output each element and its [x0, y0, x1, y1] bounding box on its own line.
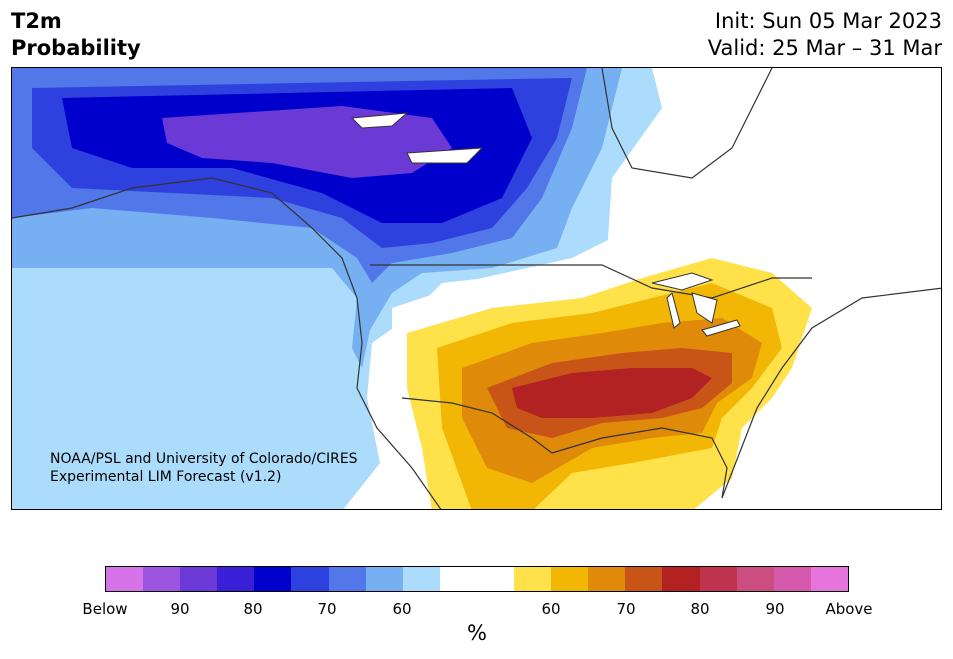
colorbar-segment-0 [106, 567, 144, 591]
east-coast-line [721, 287, 941, 499]
colorbar-segment-2 [180, 567, 218, 591]
colorbar [105, 566, 849, 592]
probability-map: NOAA/PSL and University of Colorado/CIRE… [11, 67, 942, 510]
valid-period: Valid: 25 Mar – 31 Mar [707, 36, 942, 60]
boundaries [12, 68, 941, 509]
colorbar-tick-label: 80 [243, 600, 263, 618]
colorbar-segment-16 [699, 567, 737, 591]
colorbar-tick-label: 60 [392, 600, 412, 618]
great-slave-lake [406, 147, 484, 164]
colorbar-segment-15 [662, 567, 700, 591]
colorbar-tick-label: 70 [616, 600, 636, 618]
colorbar-segment-3 [217, 567, 255, 591]
variable-title: T2m [11, 9, 62, 33]
colorbar-segment-1 [143, 567, 181, 591]
colorbar-tick-label: Above [825, 600, 873, 618]
credit-text: NOAA/PSL and University of Colorado/CIRE… [50, 450, 358, 486]
great-bear-lake [350, 112, 409, 129]
lake-superior [651, 272, 714, 291]
title-block-right: Init: Sun 05 Mar 2023 Valid: 25 Mar – 31… [708, 8, 942, 62]
west-coast-line [12, 177, 442, 509]
colorbar-tick-label: 70 [317, 600, 337, 618]
colorbar-tick-label: 80 [690, 600, 710, 618]
lake-michigan [666, 292, 681, 329]
gulf-coast-line [551, 427, 728, 499]
credit-line-1: NOAA/PSL and University of Colorado/CIRE… [50, 451, 358, 467]
colorbar-segment-17 [736, 567, 774, 591]
colorbar-segment-13 [588, 567, 626, 591]
below-normal-shading [12, 68, 662, 509]
colorbar-tick-label: 60 [541, 600, 561, 618]
product-title: Probability [11, 36, 141, 60]
great-lakes [350, 112, 741, 337]
colorbar-segment-4 [254, 567, 292, 591]
colorbar-segment-14 [625, 567, 663, 591]
colorbar-segment-12 [551, 567, 589, 591]
colorbar-tick-label: 90 [765, 600, 785, 618]
colorbar-tick-label: Below [82, 600, 128, 618]
hudson-bay-line [601, 68, 773, 179]
colorbar-segment-10 [476, 567, 515, 591]
colorbar-segment-6 [328, 567, 366, 591]
colorbar-unit: % [467, 621, 487, 645]
lake-huron [691, 292, 718, 324]
credit-line-2: Experimental LIM Forecast (v1.2) [50, 469, 282, 485]
us-canada-border [370, 264, 812, 299]
colorbar-segment-18 [773, 567, 811, 591]
colorbar-segment-9 [439, 567, 477, 591]
colorbar-tick-label: 90 [170, 600, 190, 618]
map-svg [12, 68, 941, 509]
colorbar-segment-19 [810, 567, 848, 591]
colorbar-segment-7 [365, 567, 403, 591]
colorbar-segment-5 [291, 567, 329, 591]
above-95-area [512, 368, 712, 418]
lake-erie [701, 319, 741, 337]
title-block-left: T2m Probability [11, 8, 141, 62]
colorbar-segment-8 [402, 567, 440, 591]
colorbar-segment-11 [514, 567, 552, 591]
us-mexico-border [401, 397, 553, 454]
init-date: Init: Sun 05 Mar 2023 [714, 9, 942, 33]
